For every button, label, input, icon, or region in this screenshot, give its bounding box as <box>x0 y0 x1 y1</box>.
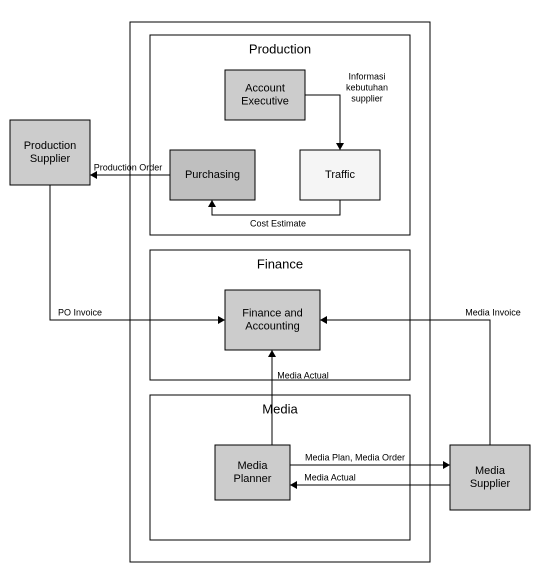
node-label-prod-supplier: Supplier <box>30 153 71 165</box>
node-label-prod-supplier: Production <box>24 140 77 152</box>
edge-traffic-to-purchasing: Cost Estimate <box>208 200 340 228</box>
node-label-media-supplier: Media <box>475 465 506 477</box>
node-label-finance-acc: Accounting <box>245 320 299 332</box>
node-media-supplier: MediaSupplier <box>450 445 530 510</box>
edge-mediaplanner-to-mediasupp: Media Plan, Media Order <box>290 452 450 469</box>
container-title-media: Media <box>262 401 298 416</box>
edge-label-ae-to-traffic: kebutuhan <box>346 82 388 92</box>
container-production: Production <box>150 35 410 235</box>
node-label-media-planner: Planner <box>234 473 272 485</box>
edge-label-mediasupp-to-mediaplanner: Media Actual <box>304 472 356 482</box>
container-title-finance: Finance <box>257 256 303 271</box>
container-title-production: Production <box>249 41 311 56</box>
node-label-purchasing: Purchasing <box>185 169 240 181</box>
edge-label-mediasupp-to-finance: Media Invoice <box>465 307 521 317</box>
edge-label-ae-to-traffic: Informasi <box>348 71 385 81</box>
node-label-media-planner: Media <box>238 460 269 472</box>
node-purchasing: Purchasing <box>170 150 255 200</box>
edge-mediaplanner-to-finance: Media Actual <box>268 350 329 445</box>
node-label-account-exec: Account <box>245 82 285 94</box>
node-account-exec: AccountExecutive <box>225 70 305 120</box>
node-label-account-exec: Executive <box>241 95 289 107</box>
edge-label-purchasing-to-prodsupp: Production Order <box>94 162 163 172</box>
edge-label-traffic-to-purchasing: Cost Estimate <box>250 218 306 228</box>
edge-mediasupp-to-mediaplanner: Media Actual <box>290 472 450 489</box>
node-label-finance-acc: Finance and <box>242 307 303 319</box>
node-prod-supplier: ProductionSupplier <box>10 120 90 185</box>
node-finance-acc: Finance andAccounting <box>225 290 320 350</box>
edge-label-ae-to-traffic: supplier <box>351 93 383 103</box>
edge-prodsupp-to-finance: PO Invoice <box>50 185 225 324</box>
node-media-planner: MediaPlanner <box>215 445 290 500</box>
edge-ae-to-traffic: Informasikebutuhansupplier <box>305 71 388 150</box>
node-traffic: Traffic <box>300 150 380 200</box>
edge-label-mediaplanner-to-finance: Media Actual <box>277 370 329 380</box>
node-label-media-supplier: Supplier <box>470 478 511 490</box>
node-label-traffic: Traffic <box>325 169 355 181</box>
edge-label-mediaplanner-to-mediasupp: Media Plan, Media Order <box>305 452 405 462</box>
edge-mediasupp-to-finance: Media Invoice <box>320 307 521 445</box>
edge-label-prodsupp-to-finance: PO Invoice <box>58 307 102 317</box>
